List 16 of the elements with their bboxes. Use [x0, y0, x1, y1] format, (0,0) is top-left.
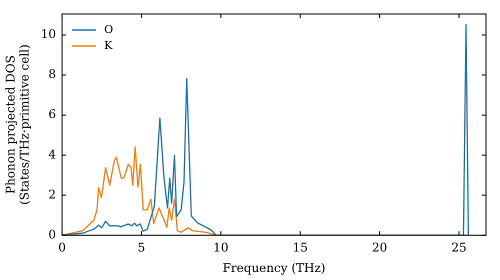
legend-label: O — [104, 22, 114, 36]
legend-label: K — [104, 38, 114, 52]
x-tick-label: 0 — [58, 240, 66, 255]
x-tick-label: 15 — [292, 240, 308, 255]
y-axis-title: Phonon projected DOS (States/THz·primitive cell) — [3, 44, 32, 205]
x-tick-label: 5 — [138, 240, 146, 255]
y-tick-label: 0 — [48, 227, 56, 242]
x-tick-label: 25 — [451, 240, 467, 255]
x-tick-label: 10 — [213, 240, 228, 255]
y-tick-label: 6 — [48, 107, 56, 122]
y-tick-label: 2 — [48, 187, 56, 202]
x-tick-label: 20 — [372, 240, 388, 255]
x-axis-title: Frequency (THz) — [222, 260, 326, 275]
y-tick-label: 4 — [48, 147, 56, 162]
y-tick-label: 10 — [40, 27, 56, 42]
y-tick-label: 8 — [48, 67, 56, 82]
